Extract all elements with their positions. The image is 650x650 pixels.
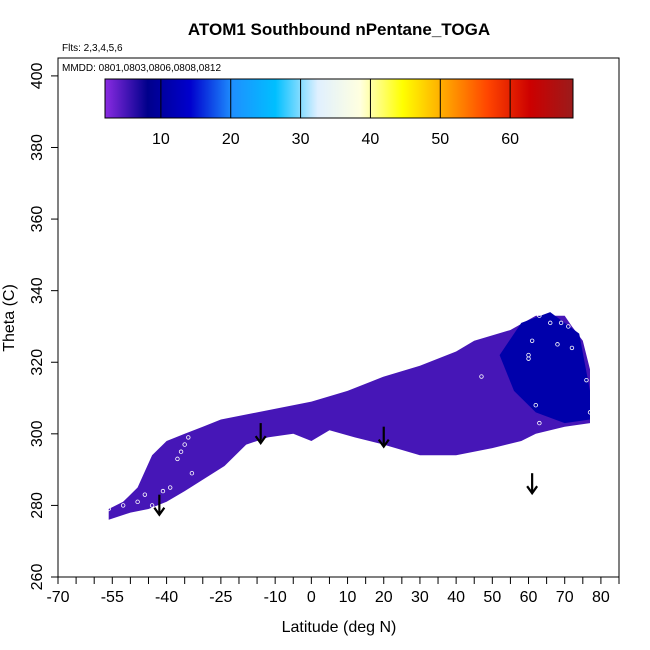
arrow-marker — [377, 426, 390, 449]
sample-point — [149, 503, 155, 508]
colorbar-tick-label: 50 — [431, 131, 449, 148]
sample-point — [178, 449, 184, 454]
plot-frame — [57, 57, 620, 578]
sample-point — [548, 320, 553, 326]
y-tick-label: 320 — [29, 349, 46, 376]
data-layer — [106, 312, 593, 520]
x-axis-label: Latitude (deg N) — [282, 619, 397, 636]
sample-point — [207, 478, 213, 483]
arrow-marker — [153, 494, 166, 517]
sample-point — [529, 338, 535, 343]
sample-point — [200, 481, 205, 487]
sample-point — [160, 488, 166, 494]
y-axis-label: Theta (C) — [1, 284, 18, 352]
chart-title: ATOM1 Southbound nPentane_TOGA — [188, 20, 490, 39]
sample-point — [537, 420, 542, 426]
sample-point — [558, 320, 564, 326]
x-tick-label: -70 — [46, 589, 69, 606]
colorbar-tick-label: 20 — [222, 131, 240, 148]
sample-point — [526, 356, 531, 361]
x-tick-label: 30 — [411, 589, 429, 606]
sample-point — [142, 492, 148, 497]
sample-point — [120, 503, 126, 508]
sample-point — [566, 324, 571, 329]
axes: -70 -55 -40 -25 -10 0 10 20 30 40 50 60 70 80 260 280 30… — [29, 62, 620, 606]
colorbar-tick-label: 10 — [152, 131, 170, 148]
sample-point — [569, 345, 575, 351]
sample-point — [106, 506, 111, 512]
dates-note: MMDD: 0801,0803,0806,0808,0812 — [62, 63, 221, 74]
sample-point — [167, 485, 173, 490]
sample-point — [555, 342, 560, 347]
y-tick-label: 260 — [29, 564, 46, 591]
y-tick-label: 340 — [29, 277, 46, 304]
field-region — [108, 315, 590, 520]
sample-point — [135, 499, 140, 505]
sample-point — [537, 313, 542, 318]
x-tick-label: 50 — [483, 589, 501, 606]
sample-point — [186, 435, 191, 440]
sample-point — [479, 374, 484, 379]
sample-point — [533, 402, 538, 408]
sample-point — [587, 410, 593, 415]
y-tick-label: 280 — [29, 492, 46, 519]
y-tick-label: 300 — [29, 420, 46, 447]
colorbar-tick-label: 30 — [292, 131, 310, 148]
x-tick-label: 40 — [447, 589, 465, 606]
x-tick-label: -25 — [209, 589, 232, 606]
sample-point — [189, 471, 195, 476]
x-tick-label: 80 — [592, 589, 610, 606]
sample-point — [175, 456, 180, 462]
arrow-marker — [254, 423, 267, 445]
y-tick-label: 400 — [29, 62, 46, 89]
x-tick-label: 10 — [339, 589, 357, 606]
colorbar-box — [104, 78, 574, 119]
x-tick-label: 20 — [375, 589, 393, 606]
x-tick-label: -10 — [264, 589, 287, 606]
colorbar-tick-label: 40 — [362, 131, 380, 148]
x-tick-label: 60 — [520, 589, 538, 606]
y-tick-label: 360 — [29, 206, 46, 233]
sample-point — [584, 377, 589, 383]
y-tick-label: 380 — [29, 134, 46, 161]
x-tick-label: 70 — [556, 589, 574, 606]
colorbar-tick-label: 60 — [501, 131, 519, 148]
colorbar: 10 20 30 40 50 60 — [104, 78, 574, 148]
x-tick-label: 0 — [307, 589, 316, 606]
high-value-region — [499, 312, 590, 424]
sample-point — [182, 442, 187, 447]
x-tick-label: -40 — [155, 589, 178, 606]
flights-note: Flts: 2,3,4,5,6 — [62, 43, 123, 54]
x-tick-label: -55 — [101, 589, 124, 606]
arrow-marker — [526, 473, 539, 496]
